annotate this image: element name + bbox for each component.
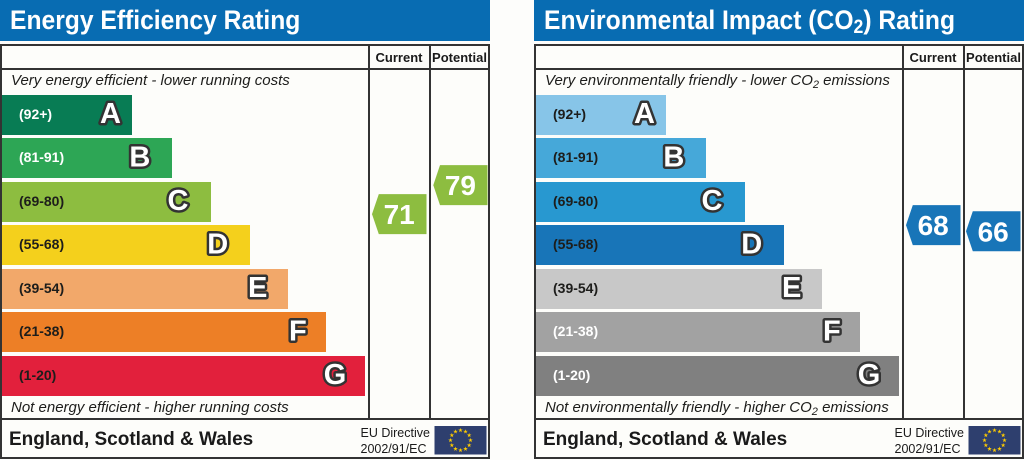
svg-text:G: G [858, 359, 881, 391]
svg-text:B: B [129, 142, 150, 174]
svg-text:G: G [324, 359, 347, 391]
svg-text:E: E [782, 272, 801, 304]
svg-text:D: D [207, 229, 228, 261]
svg-text:D: D [741, 229, 762, 261]
svg-text:F: F [823, 316, 841, 348]
svg-text:E: E [248, 272, 267, 304]
svg-text:B: B [663, 142, 684, 174]
svg-text:71: 71 [384, 199, 415, 230]
svg-text:C: C [702, 185, 723, 217]
svg-text:A: A [100, 98, 121, 130]
svg-text:A: A [634, 98, 655, 130]
svg-text:68: 68 [918, 210, 949, 241]
svg-text:79: 79 [445, 170, 476, 201]
svg-text:C: C [168, 185, 189, 217]
svg-text:66: 66 [978, 216, 1009, 247]
svg-text:F: F [289, 316, 307, 348]
